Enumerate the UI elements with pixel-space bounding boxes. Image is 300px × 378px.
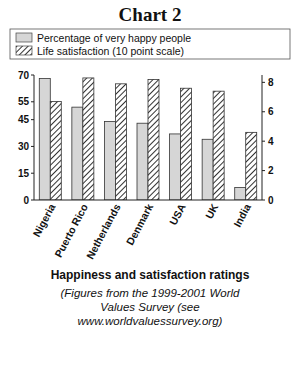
legend-label: Percentage of very happy people (37, 32, 191, 44)
bar (213, 91, 224, 200)
bar (170, 134, 181, 200)
bar (50, 101, 61, 200)
y-tick-label: 15 (18, 168, 30, 179)
y-tick-label: 70 (18, 70, 30, 81)
y-tick-label: 55 (18, 96, 30, 107)
bar (235, 188, 246, 201)
x-tick-label: Nigeria (30, 201, 57, 238)
bar (115, 84, 126, 200)
bar (39, 79, 50, 200)
y2-tick (262, 111, 265, 112)
y2-axis-line (262, 75, 263, 200)
y2-tick (262, 170, 265, 171)
bar (148, 79, 159, 200)
y-tick (31, 119, 34, 120)
y2-tick-label: 0 (268, 195, 274, 206)
bars (39, 78, 256, 200)
axes: 0 15 30 45 55 70 0 2 4 6 8 NigeriaPuerto RicoNether… (18, 70, 274, 261)
y-tick (31, 200, 34, 201)
y-tick (31, 75, 34, 76)
bar (72, 107, 83, 200)
bar (137, 123, 148, 200)
y-tick-label: 45 (18, 114, 30, 125)
bar (83, 78, 94, 200)
legend-label: Life satisfaction (10 point scale) (37, 45, 184, 57)
y2-tick (262, 200, 265, 201)
y2-tick-label: 6 (268, 106, 274, 117)
subtitle: (Figures from the 1999-2001 World Values… (55, 286, 245, 328)
y2-tick (262, 141, 265, 142)
y2-tick-label: 2 (268, 165, 274, 176)
y-axis-line (34, 75, 35, 200)
bar (246, 132, 257, 200)
bar (202, 139, 213, 200)
y-tick (31, 173, 34, 174)
x-tick-label: Denmark (124, 201, 156, 246)
legend: Percentage of very happy peopleLife sati… (10, 29, 290, 59)
y-tick (31, 146, 34, 147)
y2-tick (262, 82, 265, 83)
y-tick (31, 101, 34, 102)
legend-swatch (16, 33, 32, 42)
x-tick-label: USA (167, 201, 188, 227)
y2-tick-label: 8 (268, 77, 274, 88)
bar (181, 88, 192, 200)
x-tick-label: Puerto Rico (52, 202, 90, 260)
x-axis-line (34, 200, 262, 201)
x-tick-label: Netherlands (84, 201, 123, 260)
bar (104, 121, 115, 200)
title: Chart 2 (119, 4, 182, 25)
caption: Happiness and satisfaction ratings (0, 268, 300, 282)
legend-swatch (16, 46, 32, 55)
y2-tick-label: 4 (268, 136, 274, 147)
x-tick-label: India (231, 201, 253, 228)
x-tick-label: UK (203, 201, 221, 220)
legend-box (10, 29, 290, 59)
y-tick-label: 0 (23, 195, 29, 206)
y-tick-label: 30 (18, 141, 30, 152)
